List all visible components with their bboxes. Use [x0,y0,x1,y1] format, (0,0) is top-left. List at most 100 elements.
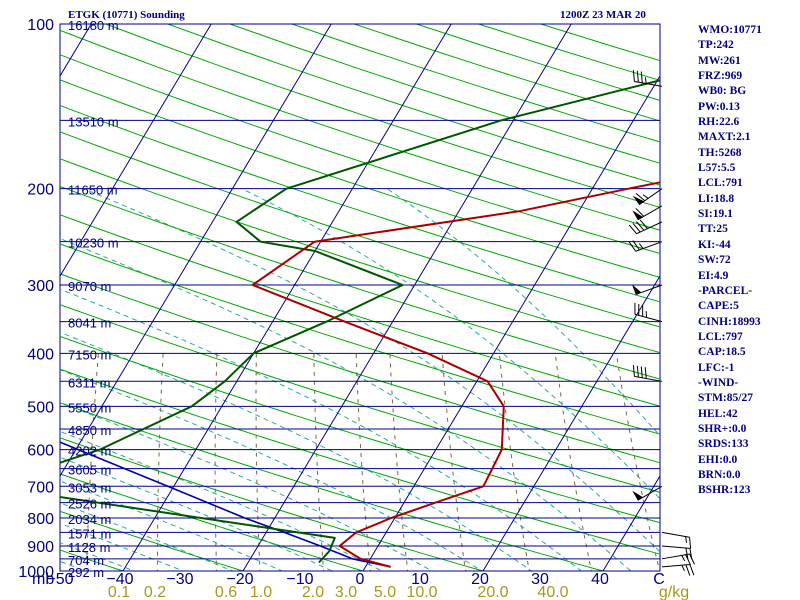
index-item: TH:5268 [698,146,742,159]
index-item: SHR+:0.0 [698,422,747,435]
mixing-ratio-label: 10.0 [406,584,437,600]
temperature-tick-label: −40 [106,571,133,588]
wind-barb-full [636,221,645,231]
wind-barb [661,563,695,576]
wind-barb-full [635,207,645,217]
index-item: SI:19.1 [698,208,733,221]
mixing-ratio-label: 5.0 [374,584,396,600]
height-label: 1571 m [68,526,111,541]
moist-adiabat [60,430,383,571]
plot-lines [0,24,660,583]
mixing-ratio-line [355,353,371,571]
parcel-line [60,441,391,568]
mixing-ratio-label: 3.0 [335,584,357,600]
height-label: 1128 m [68,540,110,555]
temperature-tick-label: 10 [411,571,429,588]
isobars [60,24,660,571]
dry-adiabat [60,304,660,493]
wind-barb-full [635,193,646,202]
wind-barb [631,284,663,296]
wind-barb-flag [632,490,643,501]
wind-barb-staff [661,553,690,560]
index-item: TT:25 [698,223,728,236]
wind-barb-full [632,222,641,233]
parcel-trace [60,441,391,568]
mixing-ratio-label: 0.1 [108,584,130,600]
wind-barb [632,188,663,206]
isotherm-line [242,24,572,571]
isotherm-line [60,24,332,477]
wind-barb-full [632,70,635,82]
wind-barb [628,219,663,235]
mixing-ratio-label: 1.0 [250,584,272,600]
temperature-tick-label: 20 [471,571,489,588]
moist-adiabat [60,238,632,571]
wind-barb-full [689,537,692,549]
pressure-tick-label: 700 [27,479,54,496]
dewpoint-trace [60,79,660,564]
index-item: LI:18.8 [698,192,735,205]
height-label: 11650 m [68,183,118,198]
moist-adiabats [60,188,660,571]
wind-barb-full [685,547,689,560]
index-item: TP:242 [698,39,734,52]
wind-barb-full [689,548,693,560]
wind-barb [661,531,692,549]
wind-barb-full [689,564,695,576]
height-label: 7150 m [68,347,111,362]
wind-barb-full [640,71,643,83]
dry-adiabat [60,243,660,435]
height-label: 4202 m [68,444,111,459]
dry-adiabat [60,131,660,328]
index-item: HEL:42 [698,407,738,420]
wind-barb [632,70,663,87]
height-label: 704 m [68,553,104,568]
wind-barb-staff [636,221,663,235]
pressure-tick-label: 400 [27,346,54,363]
temperature-tick-label: −50 [46,571,73,588]
pressure-tick-label: 100 [27,17,54,34]
height-label: 292 m [68,565,104,580]
dry-adiabat [60,54,660,255]
height-label: 2526 m [68,497,111,512]
wind-barb-staff [634,375,663,382]
pressure-tick-label: 800 [27,511,54,528]
wind-barb-full [640,366,643,378]
dry-adiabats [0,24,660,583]
pressure-tick-label: 500 [27,399,54,416]
mixing-ratio-label: 0.2 [144,584,166,600]
mixing-ratio-line [255,353,261,571]
height-label: 9070 m [68,279,111,294]
mixing-ratio-label: 0.6 [215,584,237,600]
temperature-line [251,181,660,568]
wind-barb-staff [661,563,690,568]
pressure-tick-label: 900 [27,539,54,556]
wind-barb-staff [635,241,663,252]
dry-adiabat [60,473,365,571]
wind-barb-full [639,219,648,229]
wind-barb-flag [631,284,642,295]
wind-barb-full [636,365,639,378]
wind-barb-staff [634,313,663,323]
moist-adiabat [60,456,334,571]
dry-adiabat [0,24,37,583]
sounding-title: ETGK (10771) Sounding [68,9,185,21]
isotherm-line [122,24,452,571]
index-item: WB0: BG [698,85,747,98]
index-item: MW:261 [698,54,741,67]
height-label: 13510 m [68,114,119,129]
height-label: 2034 m [68,512,111,527]
wind-barb-flag [632,210,643,220]
height-label: 16180 m [68,18,119,33]
wind-barb-full [632,365,635,377]
isotherm-line [362,75,660,571]
index-item: SW:72 [698,254,731,267]
stability-indices-panel: WMO:10771 TP:242 MW:261 FRZ:969 WB0: BG PW:0.… [698,23,762,499]
wind-barb-half [681,555,686,562]
mixing-ratio-line [389,353,409,571]
index-item: RH:22.6 [698,116,740,129]
wind-barb-half [685,536,688,543]
wind-barb-half [638,243,644,249]
temperature-unit-label: C [653,571,665,588]
